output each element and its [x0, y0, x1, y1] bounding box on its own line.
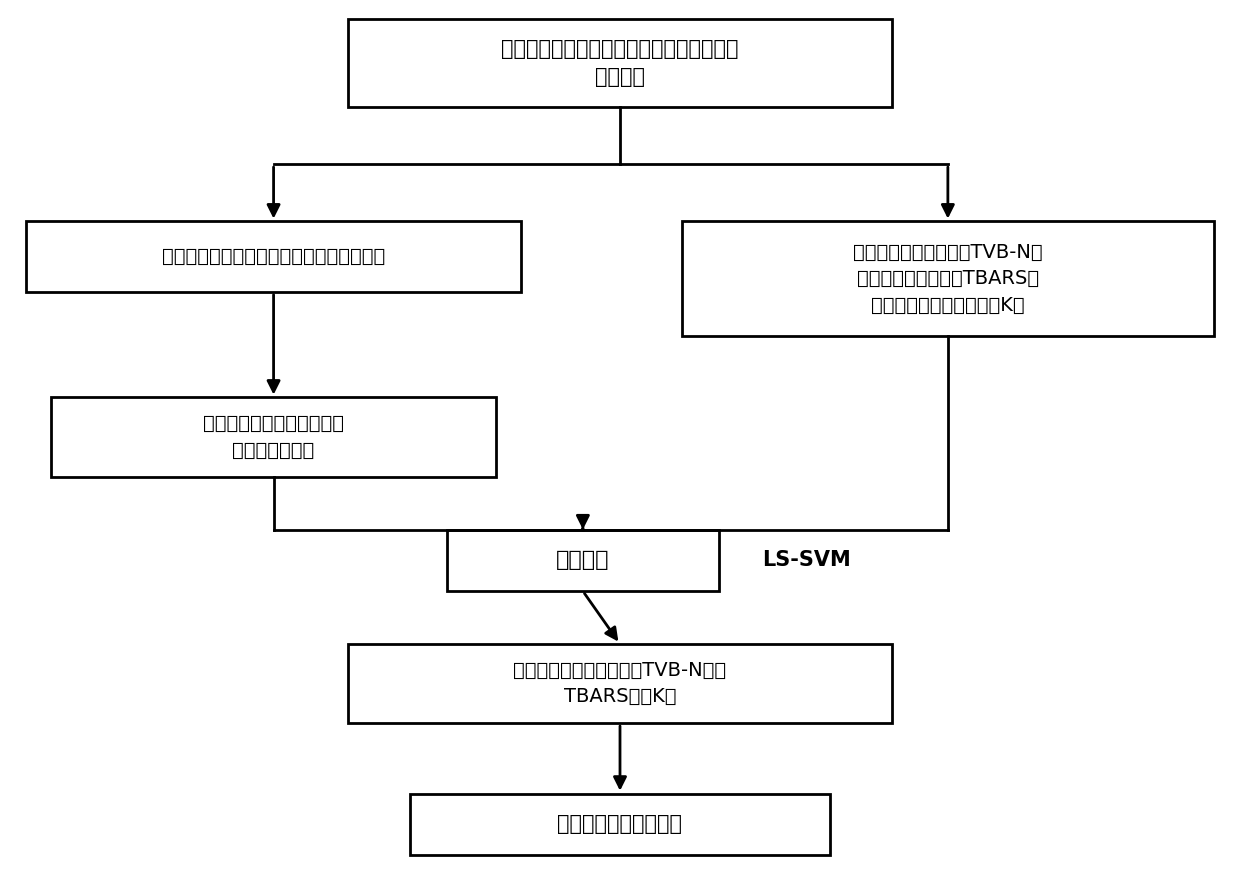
- Text: 预测模型: 预测模型: [556, 550, 610, 570]
- Text: LS-SVM: LS-SVM: [763, 550, 851, 570]
- Text: 同时测定未知鱼片样本的TVB-N值、
TBARS值和K值: 同时测定未知鱼片样本的TVB-N值、 TBARS值和K值: [513, 660, 727, 706]
- FancyBboxPatch shape: [682, 222, 1214, 336]
- Text: 鱼片新鲜程度精准分级: 鱼片新鲜程度精准分级: [558, 814, 682, 834]
- FancyBboxPatch shape: [51, 397, 496, 477]
- FancyBboxPatch shape: [446, 530, 719, 591]
- Text: 提取两组中心波长处对应的
平均反射光谱值: 提取两组中心波长处对应的 平均反射光谱值: [203, 414, 343, 460]
- FancyBboxPatch shape: [347, 19, 893, 107]
- FancyBboxPatch shape: [409, 794, 831, 856]
- Text: 利用多光谱成像获取鱼片样本的多光谱图像: 利用多光谱成像获取鱼片样本的多光谱图像: [162, 247, 386, 266]
- Text: 制备鱼片样本并冷藏，获取不同冷藏天数的
鱼片样本: 制备鱼片样本并冷藏，获取不同冷藏天数的 鱼片样本: [501, 39, 739, 87]
- Text: 利用半微量定氮法测定TVB-N值
利用分光光度法测定TBARS值
利用高效液相色谱法测定K值: 利用半微量定氮法测定TVB-N值 利用分光光度法测定TBARS值 利用高效液相色…: [853, 243, 1043, 314]
- FancyBboxPatch shape: [26, 222, 521, 292]
- FancyBboxPatch shape: [347, 644, 893, 723]
